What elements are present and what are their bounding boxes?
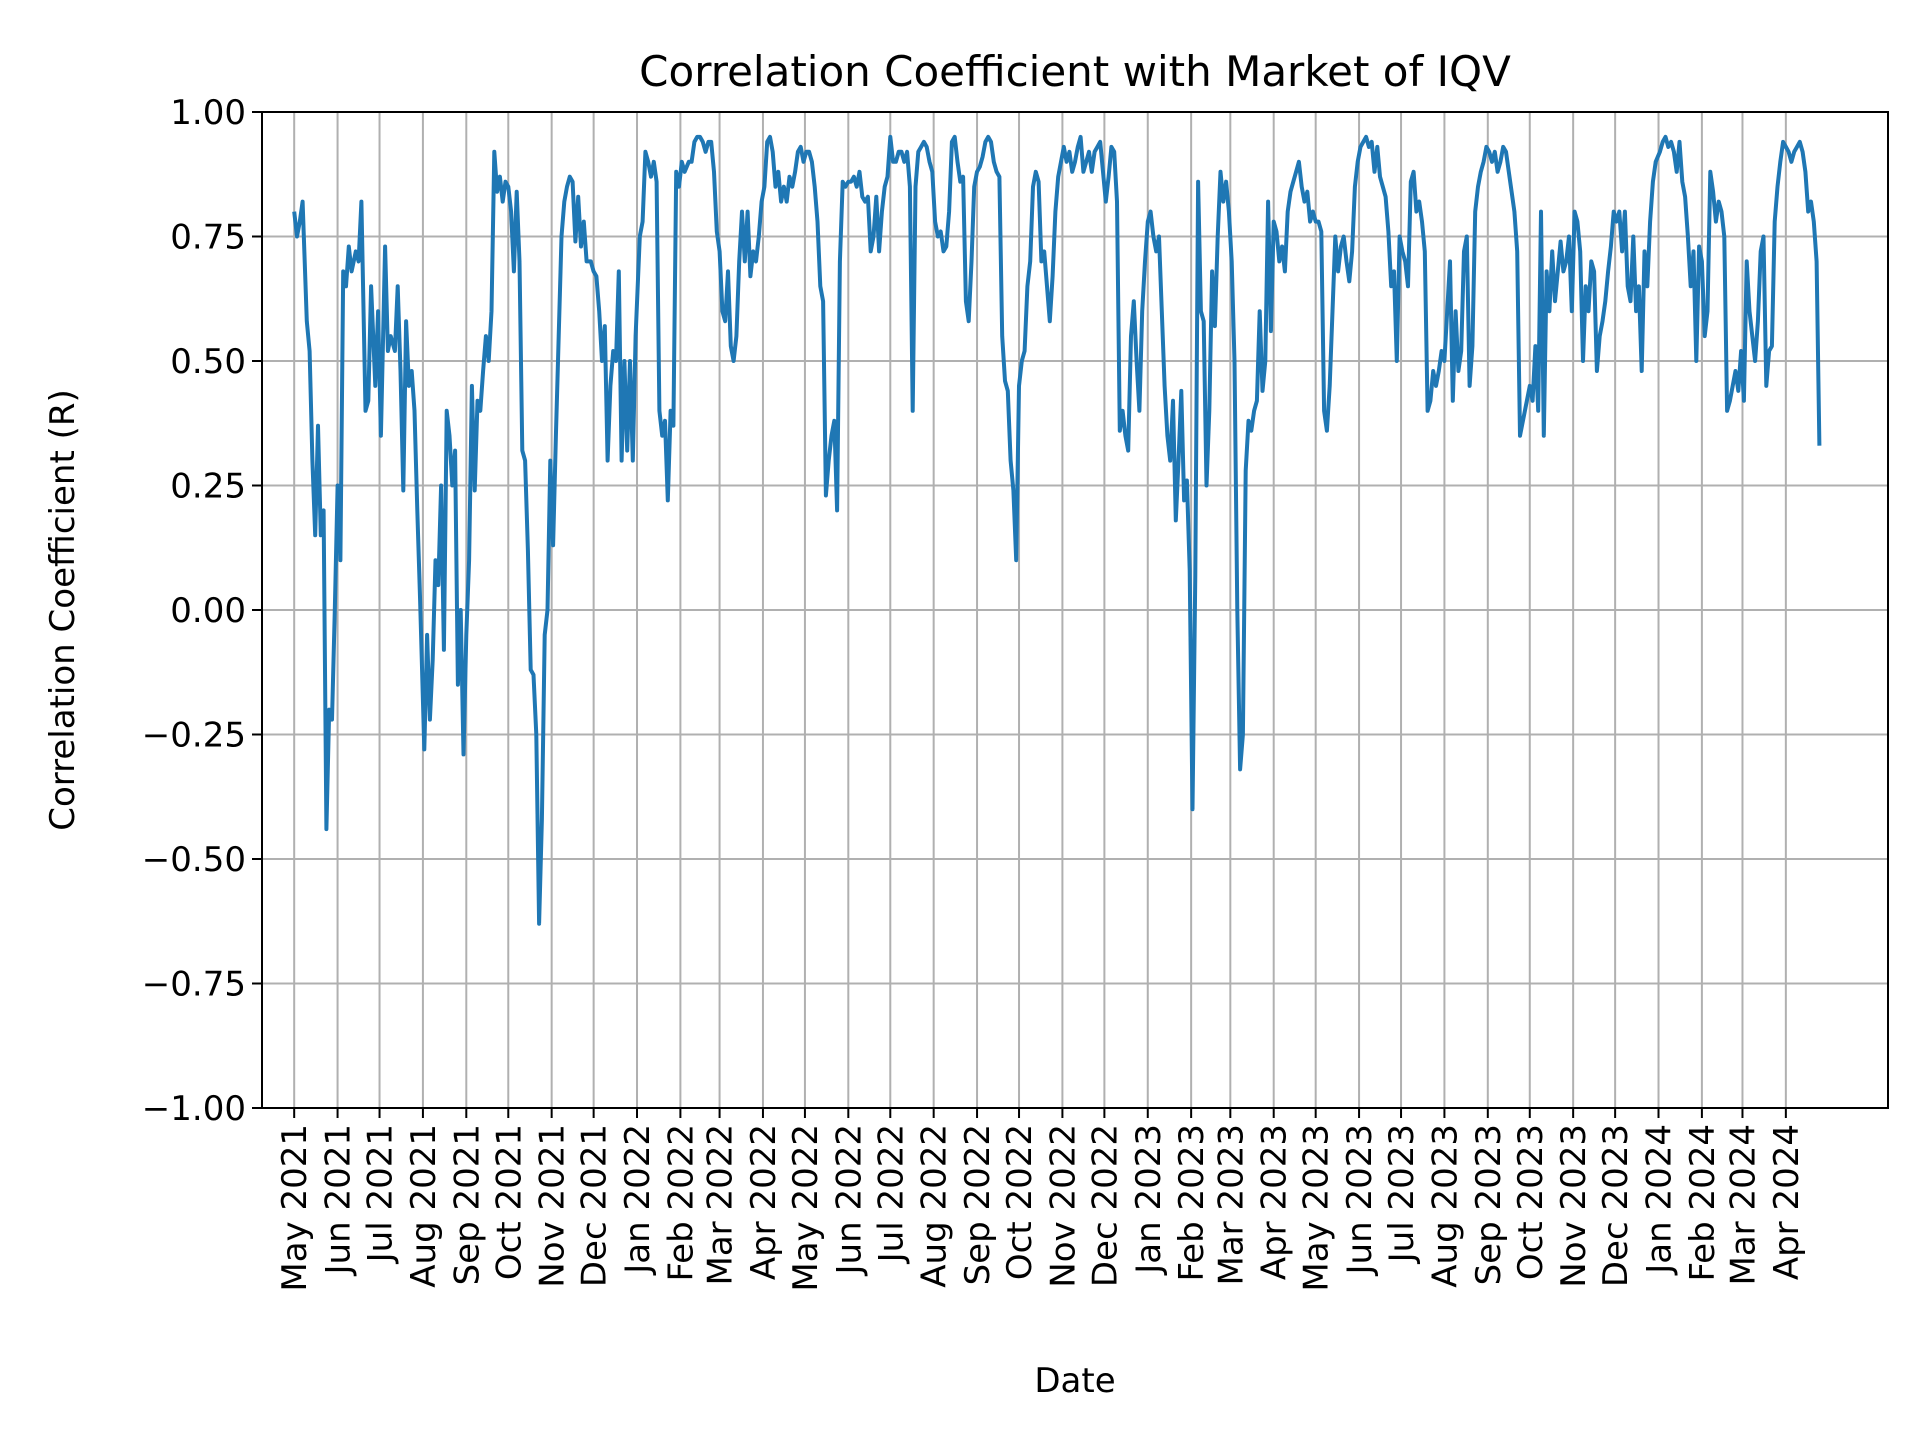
x-tick-label: Jun 2021: [319, 1124, 359, 1276]
x-tick-label: Mar 2023: [1211, 1124, 1251, 1285]
x-tick-label: Aug 2023: [1425, 1124, 1465, 1288]
series-line: [292, 134, 1822, 926]
x-tick-label: Oct 2022: [1000, 1124, 1040, 1280]
x-tick-label: Nov 2021: [533, 1124, 573, 1288]
x-tick-label: Dec 2023: [1596, 1124, 1636, 1287]
y-tick-label: 0.00: [170, 591, 246, 631]
x-tick-label: Sep 2021: [447, 1124, 487, 1285]
x-tick-label: Aug 2021: [404, 1124, 444, 1288]
y-tick-label: −0.75: [142, 965, 246, 1005]
x-tick-label: Jul 2021: [361, 1124, 401, 1264]
x-tick-label: Jun 2022: [829, 1124, 869, 1276]
y-tick-label: −0.25: [142, 716, 246, 756]
x-tick-label: Jan 2022: [618, 1124, 658, 1276]
x-tick-label: Feb 2024: [1683, 1124, 1723, 1282]
y-tick-label: 0.50: [170, 342, 246, 382]
x-tick-label: Sep 2023: [1469, 1124, 1509, 1285]
y-tick-label: −0.50: [142, 840, 246, 880]
x-tick-label: May 2021: [275, 1124, 315, 1292]
x-tick-label: Feb 2022: [661, 1124, 701, 1282]
x-tick-label: Oct 2021: [489, 1124, 529, 1280]
x-tick-label: Jan 2023: [1129, 1124, 1169, 1276]
y-tick-label: −1.00: [142, 1089, 246, 1129]
y-tick-label: 1.00: [170, 93, 246, 133]
x-tick-label: Nov 2023: [1554, 1124, 1594, 1288]
x-tick-label: Oct 2023: [1511, 1124, 1551, 1280]
x-tick-label: Apr 2023: [1255, 1124, 1295, 1280]
x-tick-label: Jul 2023: [1382, 1124, 1422, 1264]
x-tick-label: Feb 2023: [1172, 1124, 1212, 1282]
series-layer: [292, 134, 1822, 926]
x-axis-title: Date: [1034, 1361, 1115, 1401]
x-tick-label: Dec 2021: [575, 1124, 615, 1287]
x-tick-label: Apr 2022: [744, 1124, 784, 1280]
x-tick-label: Jan 2024: [1640, 1124, 1680, 1276]
x-tick-label: Jun 2023: [1340, 1124, 1380, 1276]
y-axis-title: Correlation Coefficient (R): [43, 389, 83, 831]
y-tick-label: 0.75: [170, 218, 246, 258]
chart-title: Correlation Coefficient with Market of I…: [639, 47, 1511, 96]
x-tick-label: Jul 2022: [871, 1124, 911, 1264]
x-tick-label: May 2022: [786, 1124, 826, 1292]
x-tick-label: Aug 2022: [915, 1124, 955, 1288]
x-tick-label: Mar 2024: [1723, 1124, 1763, 1285]
y-axis: −1.00 −0.75 −0.50 −0.25 0.00 0.25 0.50 0.75 1.00: [142, 93, 262, 1129]
y-tick-label: 0.25: [170, 467, 246, 507]
x-tick-label: Apr 2024: [1767, 1124, 1807, 1280]
x-tick-label: Dec 2022: [1085, 1124, 1125, 1287]
x-axis: May 2021 Jun 2021 Jul 2021 Aug 2021 Sep 2021…: [275, 1108, 1807, 1292]
x-tick-label: Sep 2022: [958, 1124, 998, 1285]
x-tick-label: Mar 2022: [701, 1124, 741, 1285]
x-tick-label: Nov 2022: [1043, 1124, 1083, 1288]
x-tick-label: May 2023: [1297, 1124, 1337, 1292]
